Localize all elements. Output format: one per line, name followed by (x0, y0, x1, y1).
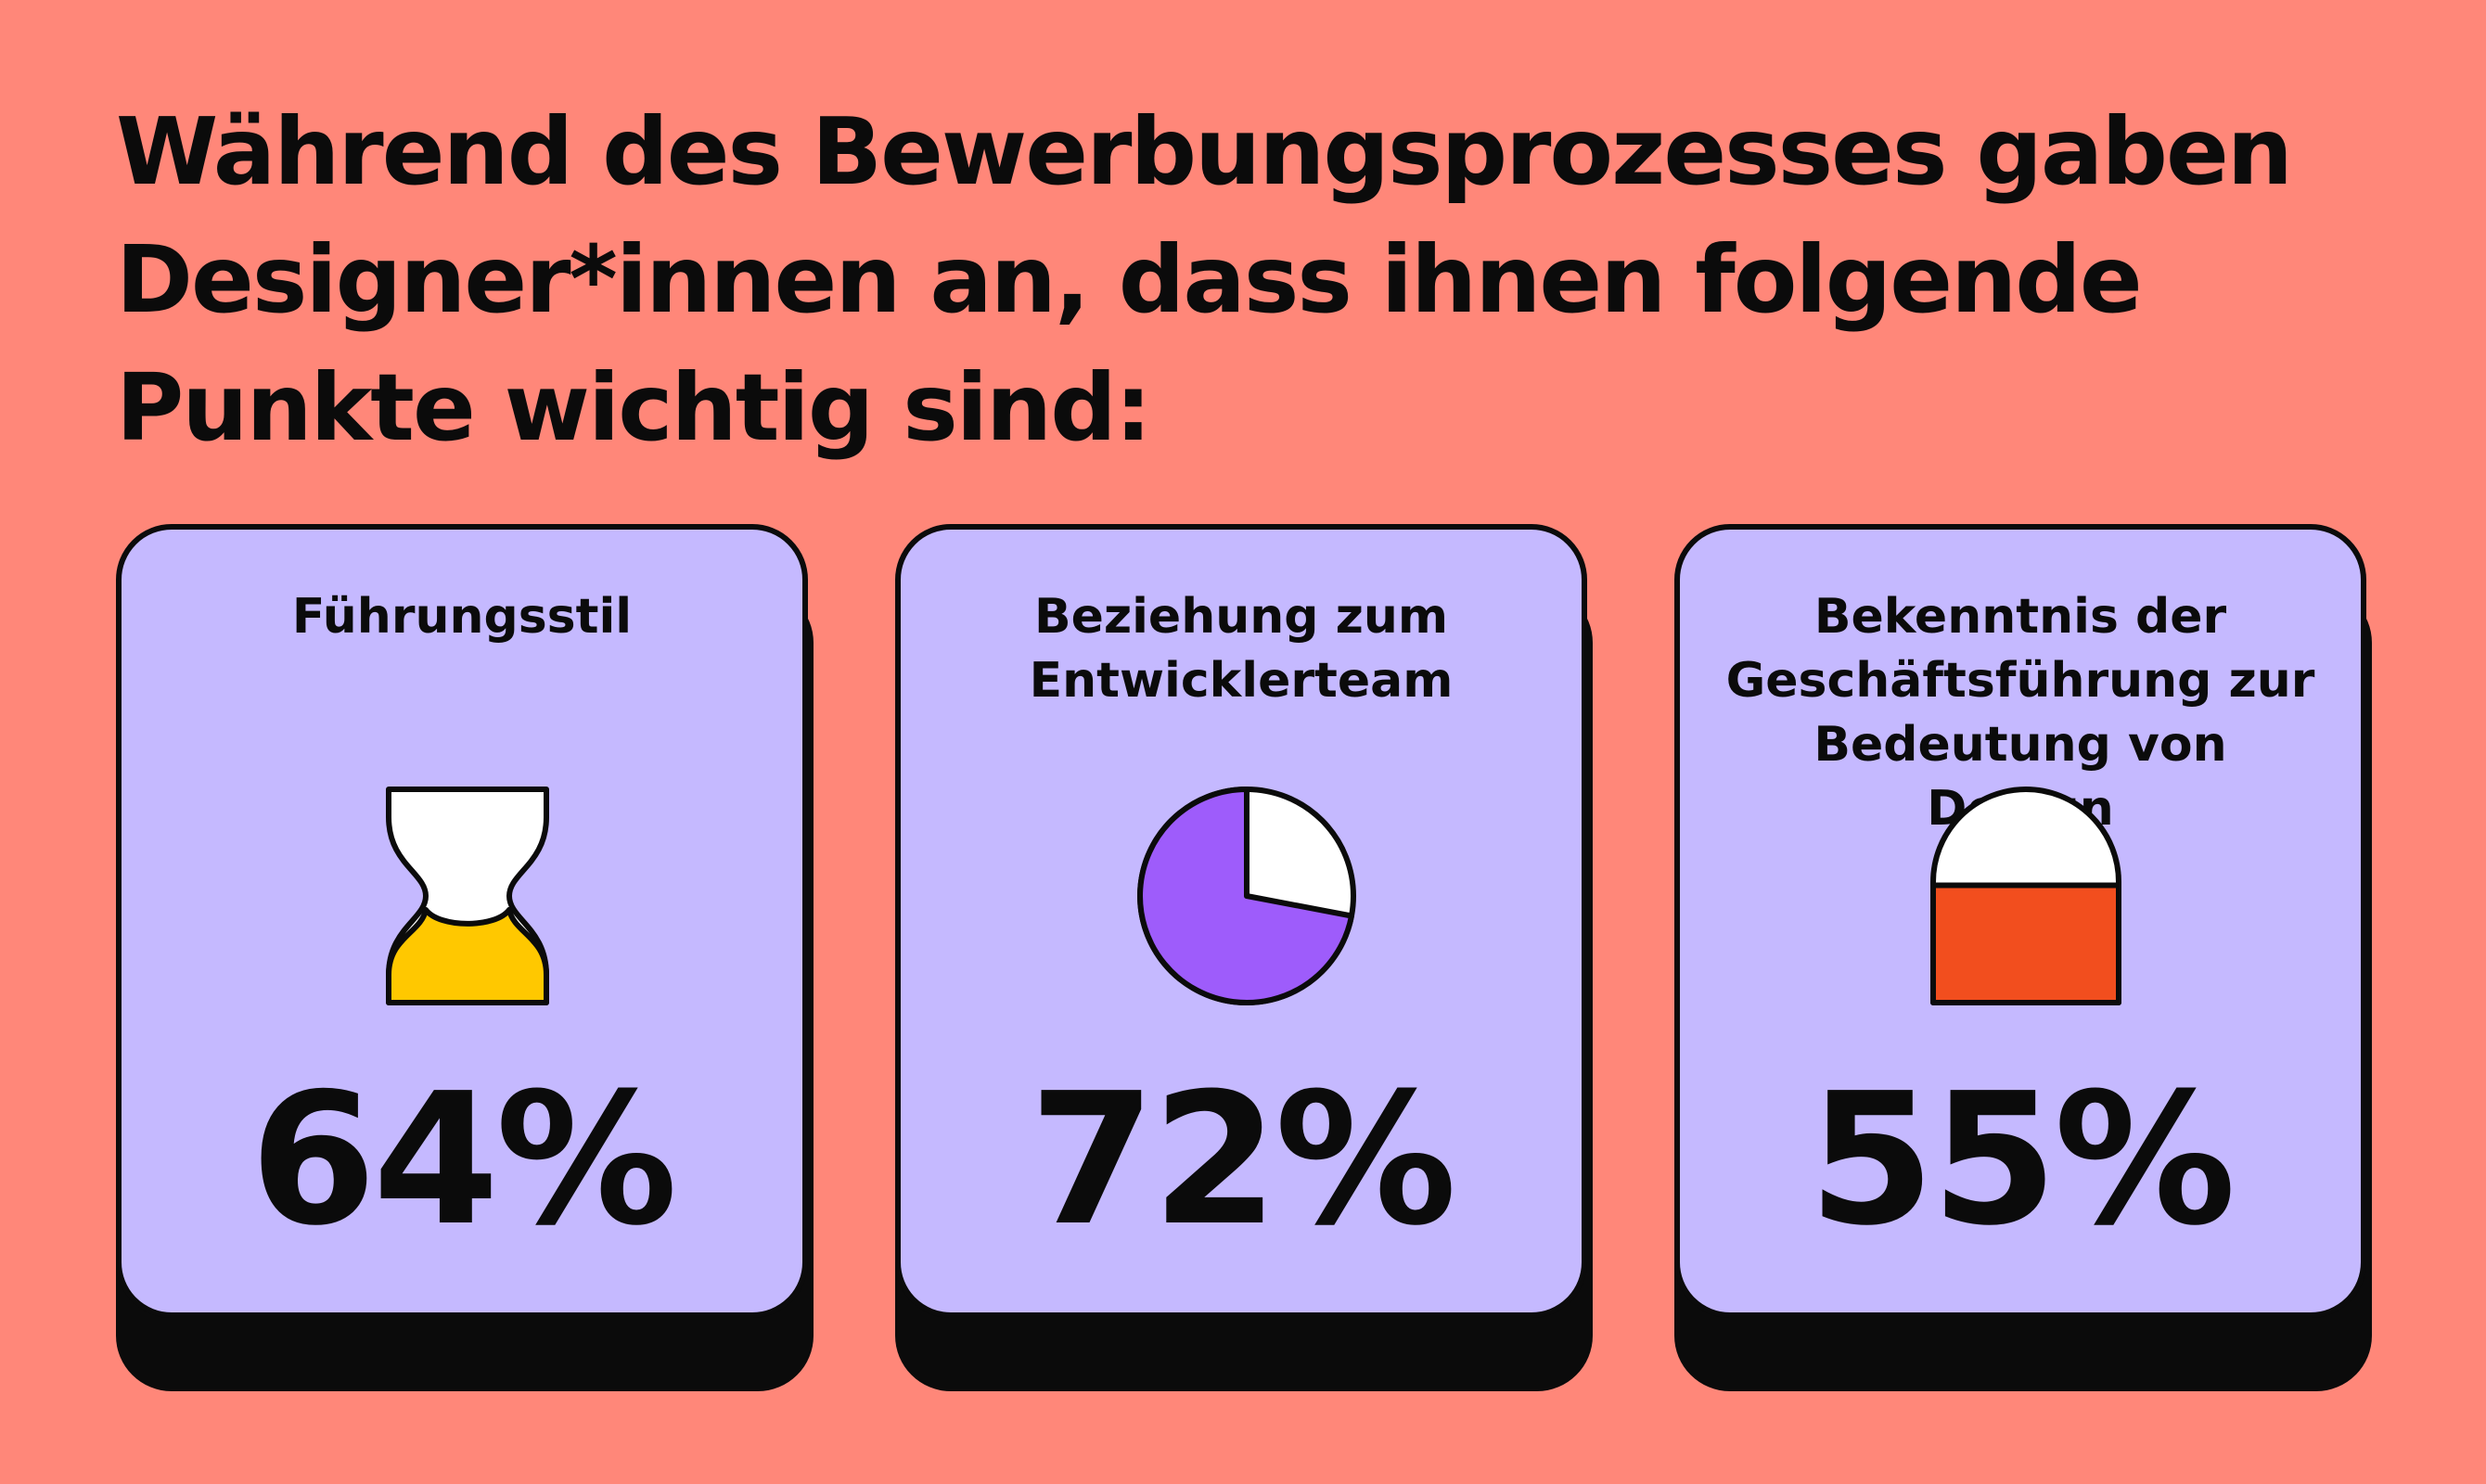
pie-chart-icon (1137, 787, 1356, 1005)
headline: Während des Bewerbungsprozesses gaben De… (116, 97, 2293, 462)
card-management: Bekenntnis der Geschäftsführung zur Bede… (1674, 524, 2366, 1318)
hourglass-icon (386, 787, 549, 1005)
card-value: 55% (1808, 1055, 2236, 1266)
card-label: Führungsstil (291, 589, 633, 645)
arch-fill-icon (1930, 787, 2121, 1005)
hourglass-fill (386, 906, 549, 1005)
pie-slice (1137, 787, 1354, 1005)
card-label: Beziehung zum Entwicklerteam (1029, 589, 1454, 709)
card-leadership: Führungsstil 64% (116, 524, 808, 1318)
card-dev-team: Beziehung zum Entwicklerteam 72% (895, 524, 1587, 1318)
card-value: 72% (1029, 1055, 1456, 1266)
arch-fill (1930, 882, 2121, 1005)
card-value: 64% (250, 1055, 677, 1266)
